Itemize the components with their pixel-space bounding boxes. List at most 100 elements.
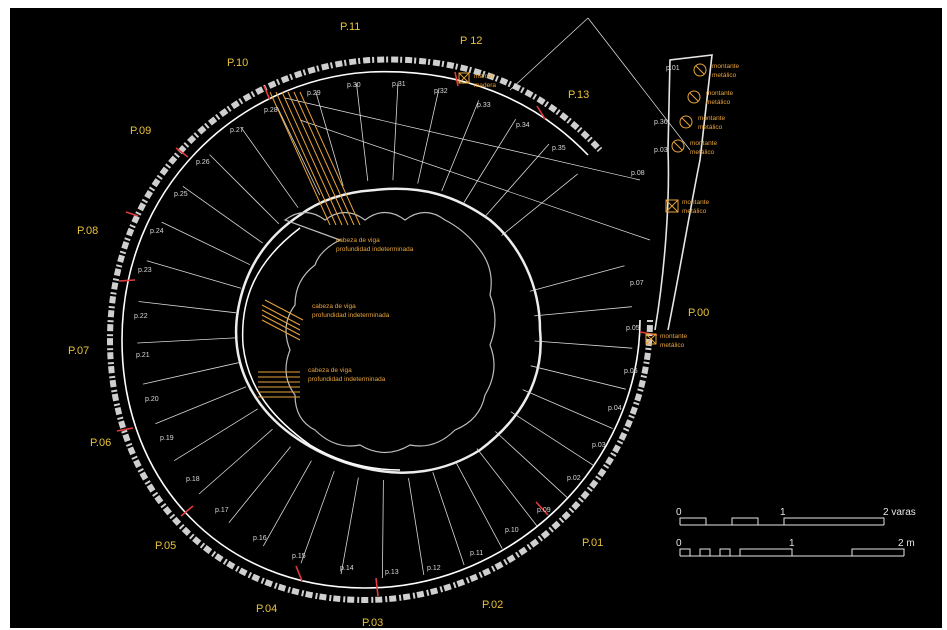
svg-text:metálico: metálico xyxy=(698,124,723,131)
stair-tread xyxy=(300,470,335,564)
guide-lines xyxy=(284,17,691,241)
step-label: p.31 xyxy=(392,81,406,88)
beam-head-note-1: cabeza de viga profundidad indeterminada xyxy=(336,237,414,253)
stair-tread xyxy=(417,87,440,184)
svg-text:metálico: metálico xyxy=(712,72,737,79)
step-label: p.29 xyxy=(307,90,321,97)
stair-arm xyxy=(654,54,713,331)
step-label: p.02 xyxy=(567,475,581,482)
stair-tread xyxy=(408,478,425,575)
stair-tread xyxy=(534,340,633,349)
stair-tread xyxy=(137,337,236,344)
montante-note-1: montante metálico xyxy=(712,63,739,79)
step-label: p.19 xyxy=(160,435,174,442)
outer-wall xyxy=(106,56,653,604)
stair-tread xyxy=(501,173,578,236)
step-label: p.13 xyxy=(385,569,399,576)
stair-tread xyxy=(441,100,480,192)
svg-text:montante: montante xyxy=(712,63,739,70)
stair-tread xyxy=(495,431,568,499)
svg-text:cabeza de viga: cabeza de viga xyxy=(312,303,356,310)
step-label: p.28 xyxy=(264,107,278,114)
stair-tread xyxy=(228,446,291,523)
svg-text:metálico: metálico xyxy=(682,208,707,215)
stair-tread xyxy=(146,260,242,289)
stair-tread xyxy=(315,91,344,187)
svg-text:cabeza de viga: cabeza de viga xyxy=(308,367,352,374)
scale-m-label-2: 2 m xyxy=(898,538,915,549)
stair-tread xyxy=(476,448,538,527)
step-label: p.11 xyxy=(470,550,483,557)
svg-text:cabeza de viga: cabeza de viga xyxy=(336,237,380,244)
step-label: p.03 xyxy=(654,147,668,154)
step-label: p.14 xyxy=(340,565,354,572)
stair-tread xyxy=(522,389,613,429)
step-label: p.10 xyxy=(505,527,519,534)
scale-bar-m xyxy=(679,548,905,557)
stair-tread xyxy=(392,82,399,181)
step-label: p.21 xyxy=(136,352,150,359)
svg-text:profundidad indeterminada: profundidad indeterminada xyxy=(308,376,386,383)
svg-text:montante: montante xyxy=(690,140,717,147)
stair-tread xyxy=(240,127,299,208)
stair-tread xyxy=(432,472,465,566)
stair-tread xyxy=(182,185,263,244)
stair-tread xyxy=(534,306,632,317)
stair-tread xyxy=(463,118,517,203)
step-label: p.25 xyxy=(174,191,188,198)
step-label: p.35 xyxy=(552,145,566,152)
sector-label-p13: P.13 xyxy=(568,89,589,101)
scale-varas-label-0: 0 xyxy=(676,507,682,518)
step-labels: p.01 p.02 p.03 p.04 p.05 p.06 p.07 p.08 … xyxy=(134,65,680,576)
step-label: p.24 xyxy=(150,228,164,235)
scale-m-label-1: 1 xyxy=(789,538,795,549)
montante-note-3: montante metálico xyxy=(698,115,725,131)
scale-m-label-0: 0 xyxy=(676,538,682,549)
step-label: p.04 xyxy=(608,405,622,412)
step-label: p.09 xyxy=(537,507,551,514)
beam-head-note-2: cabeza de viga profundidad indeterminada xyxy=(312,303,390,319)
montante-note-4: montante metálico xyxy=(690,140,717,156)
sector-label-p12: P 12 xyxy=(460,35,482,47)
step-label: p.08 xyxy=(631,170,645,177)
step-label: p.30 xyxy=(347,82,361,89)
sector-label-p10: P.10 xyxy=(227,57,248,69)
montante-note-2: montante metálico xyxy=(706,90,733,106)
scale-varas-label-1: 1 xyxy=(780,507,786,518)
stair-tread xyxy=(340,477,359,575)
step-label: p.23 xyxy=(138,267,152,274)
stair-treads xyxy=(137,82,633,579)
step-label: p.05 xyxy=(626,325,640,332)
step-label: p.12 xyxy=(427,565,441,572)
svg-text:metálico: metálico xyxy=(660,342,685,349)
mainel-note: mainel madera xyxy=(474,73,496,89)
core-scallops xyxy=(283,211,496,454)
stair-inner-edge xyxy=(241,227,401,471)
step-label: p.33 xyxy=(477,102,491,109)
sector-label-p01: P.01 xyxy=(582,537,603,549)
scale-bar-varas xyxy=(679,517,885,526)
step-label: p.03 xyxy=(592,442,606,449)
sector-label-p11: P.11 xyxy=(340,21,360,33)
montante-note-6: montante metálico xyxy=(660,333,687,349)
step-label: p.34 xyxy=(516,122,530,129)
stair-tread xyxy=(382,479,384,579)
sector-label-p09: P.09 xyxy=(130,125,151,137)
stair-tread xyxy=(173,408,258,462)
outer-wall-line xyxy=(121,70,641,589)
step-label: p.17 xyxy=(215,507,229,514)
sector-label-p02: P.02 xyxy=(482,599,503,611)
svg-text:montante: montante xyxy=(706,90,733,97)
montante-marks xyxy=(458,63,707,345)
sector-labels: P.00 P.01 P.02 P.03 P.04 P.05 P.06 P.07 … xyxy=(68,21,709,629)
step-label: p.15 xyxy=(292,553,306,560)
stair-tread xyxy=(142,362,239,385)
stair-tread xyxy=(356,83,369,182)
step-label: p.06 xyxy=(624,368,638,375)
stair-tread xyxy=(155,386,247,425)
sector-label-p04: P.04 xyxy=(256,603,277,615)
step-label: p.32 xyxy=(434,88,448,95)
beam-head-bottom xyxy=(258,371,300,398)
beam-head-middle xyxy=(261,299,304,341)
